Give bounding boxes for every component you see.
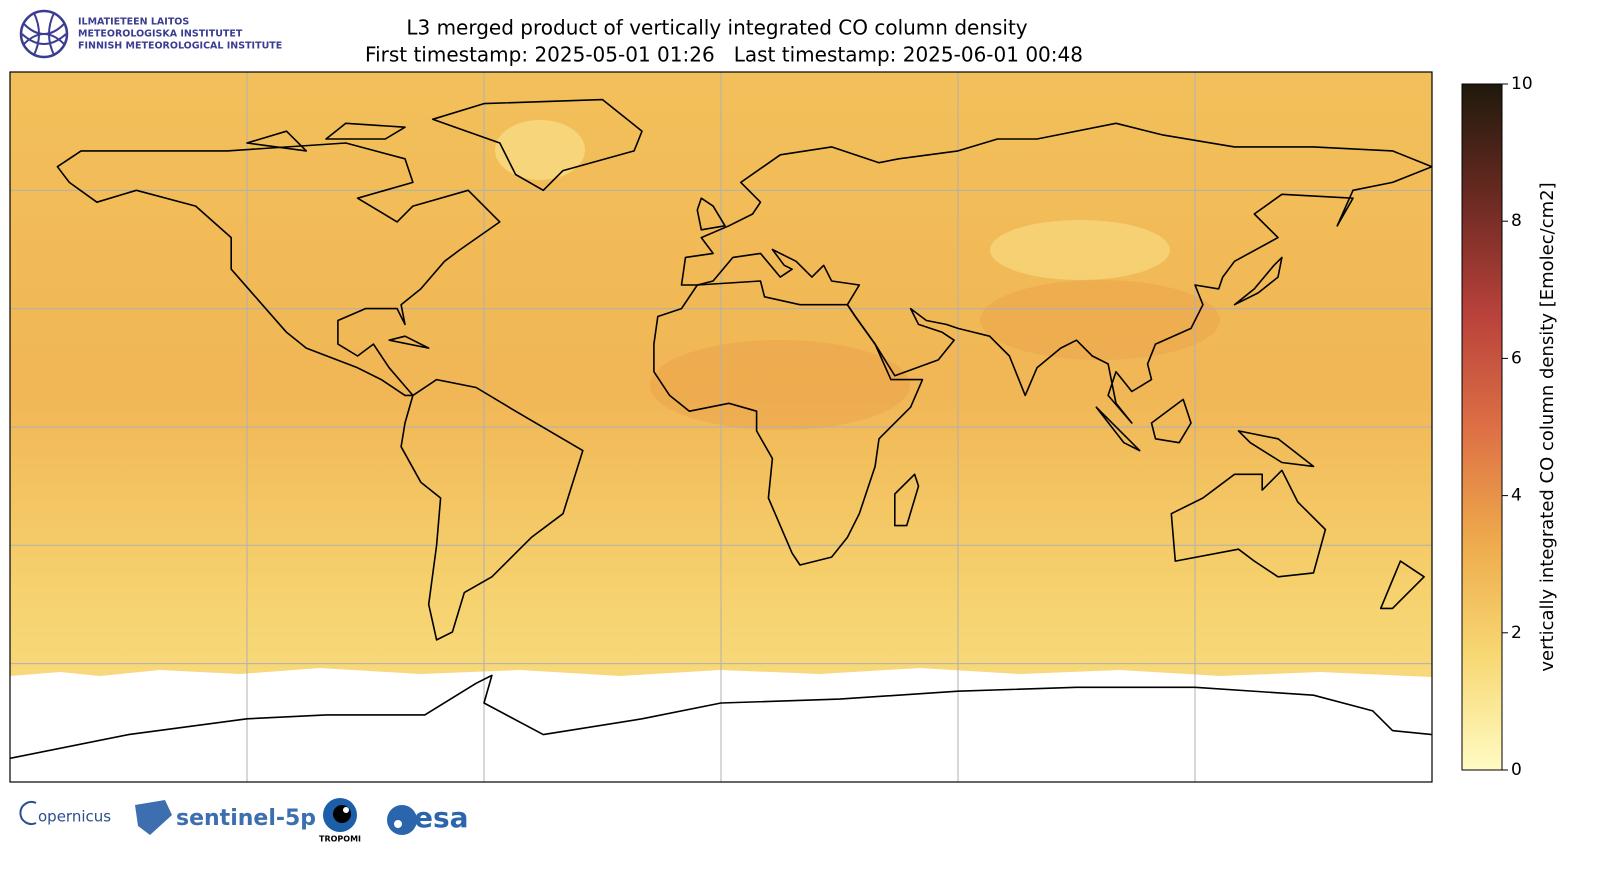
co-plume xyxy=(650,340,910,430)
coastline xyxy=(10,674,1432,760)
logo-text: opernicus xyxy=(38,808,111,826)
footer-logos: opernicus sentinel-5p TROPOMI esa xyxy=(19,798,469,844)
colorbar-tick-label: 10 xyxy=(1511,74,1533,94)
fmi-logo: ILMATIETEEN LAITOS METEOROLOGISKA INSTIT… xyxy=(19,9,282,59)
colorbar-tick-label: 8 xyxy=(1511,211,1522,231)
logo-text: ILMATIETEEN LAITOS xyxy=(78,17,189,28)
coastline xyxy=(696,197,726,231)
coastline xyxy=(1150,398,1192,444)
title: L3 merged product of vertically integrat… xyxy=(406,16,1027,40)
coastline xyxy=(1095,406,1141,452)
map-frame xyxy=(9,71,1433,783)
coastline xyxy=(1233,256,1283,306)
colorbar-tick-label: 4 xyxy=(1511,486,1522,506)
colorbar-tick-label: 6 xyxy=(1511,348,1522,368)
co-plume xyxy=(980,280,1220,360)
colorbar-tick-label: 2 xyxy=(1511,623,1522,643)
subtitle: First timestamp: 2025-05-01 01:26 Last t… xyxy=(365,43,1083,67)
colorbar-label: vertically integrated CO column density … xyxy=(1537,182,1558,671)
logo-text: sentinel-5p xyxy=(176,806,316,831)
coastline xyxy=(680,122,1432,424)
coastline xyxy=(1379,560,1425,610)
logo-text: FINNISH METEOROLOGICAL INSTITUTE xyxy=(78,41,282,52)
colorbar-tick-label: 0 xyxy=(1511,760,1522,780)
map xyxy=(10,72,1432,782)
coastline xyxy=(431,98,643,192)
co-low xyxy=(990,220,1170,280)
coastline xyxy=(325,122,406,140)
coastline xyxy=(400,378,584,641)
coastline xyxy=(246,130,308,152)
co-low xyxy=(495,120,585,180)
coastline xyxy=(56,142,501,397)
coastline xyxy=(653,280,924,566)
logo-text: esa xyxy=(414,801,469,834)
coastline xyxy=(1170,469,1327,578)
coastline xyxy=(894,473,920,527)
logo-text: METEOROLOGISKA INSTITUTET xyxy=(78,29,243,40)
coastline xyxy=(1237,430,1315,468)
logo-text: TROPOMI xyxy=(319,835,361,844)
coastline xyxy=(388,335,430,349)
colorbar xyxy=(1461,83,1503,771)
